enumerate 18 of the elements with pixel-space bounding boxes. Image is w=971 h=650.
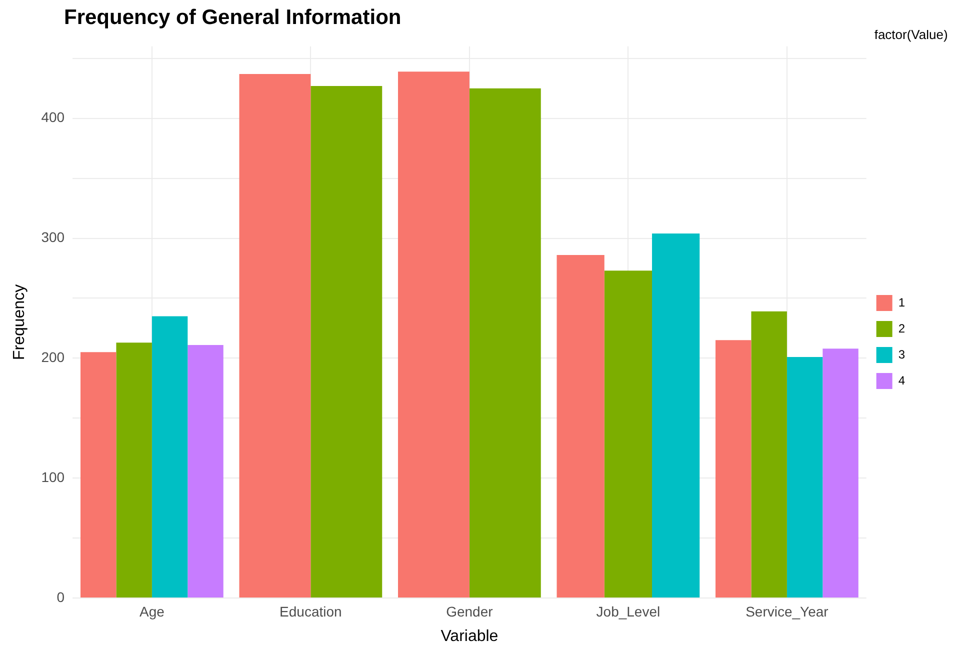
x-axis-title: Variable — [440, 628, 498, 645]
y-tick-label: 0 — [56, 588, 65, 605]
legend-label: 4 — [898, 373, 906, 388]
x-tick-label: Age — [139, 603, 165, 620]
y-axis-title: Frequency — [11, 284, 28, 360]
x-tick-label: Gender — [446, 603, 494, 620]
y-tick-label: 200 — [41, 349, 65, 366]
x-tick-label: Service_Year — [746, 603, 829, 620]
y-tick-label: 400 — [41, 109, 65, 126]
y-tick-label: 300 — [41, 229, 65, 246]
y-tick-label: 100 — [41, 468, 65, 485]
chart-title: Frequency of General Information — [64, 6, 402, 30]
legend-label: 2 — [898, 321, 906, 336]
legend-title: factor(Value) — [874, 27, 948, 42]
x-tick-label: Education — [280, 603, 342, 620]
legend-label: 1 — [898, 295, 906, 310]
legend-label: 3 — [898, 347, 906, 362]
x-tick-label: Job_Level — [596, 603, 660, 620]
